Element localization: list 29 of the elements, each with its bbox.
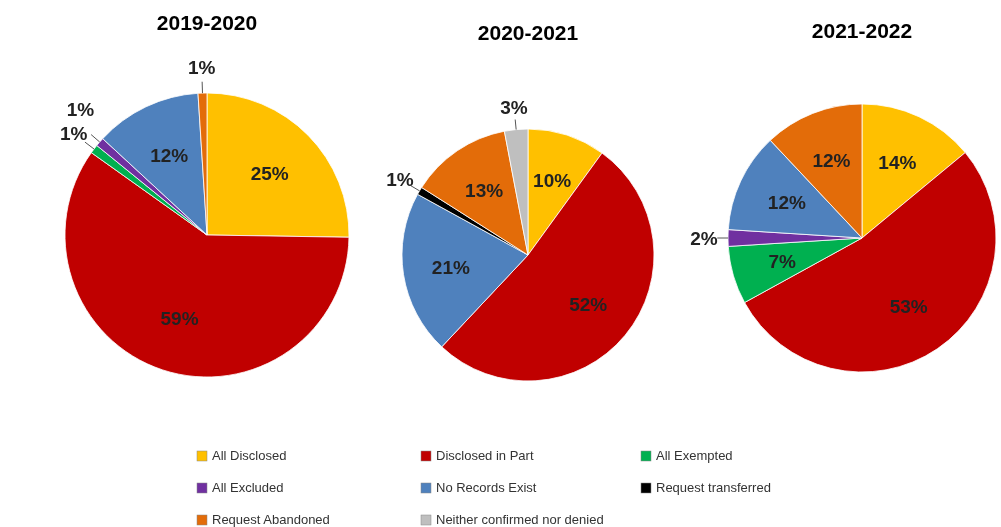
- data-label: 52%: [569, 294, 608, 316]
- data-label: 25%: [250, 162, 289, 184]
- legend-label: All Disclosed: [212, 448, 287, 463]
- data-label: 1%: [59, 123, 88, 145]
- chart-title: 2021-2022: [811, 19, 913, 42]
- data-label: 12%: [150, 145, 189, 167]
- legend-label: Request Abandoned: [212, 512, 330, 527]
- data-label: 7%: [768, 250, 797, 272]
- data-label: 53%: [889, 296, 928, 318]
- data-label: 21%: [431, 256, 470, 278]
- data-label: 12%: [767, 192, 806, 214]
- legend-label: Disclosed in Part: [436, 448, 534, 463]
- data-label: 1%: [66, 99, 95, 121]
- legend-label: Request transferred: [656, 480, 771, 495]
- data-label: 10%: [533, 170, 572, 192]
- legend-label: All Exempted: [656, 448, 733, 463]
- data-label: 1%: [187, 57, 216, 79]
- data-label: 3%: [500, 96, 528, 118]
- data-label: 14%: [878, 152, 917, 174]
- chart-title: 2019-2020: [156, 11, 258, 34]
- legend-label: Neither confirmed nor denied: [436, 512, 604, 527]
- data-label: 59%: [160, 308, 199, 330]
- data-label: 2%: [690, 227, 718, 249]
- legend-label: No Records Exist: [436, 480, 537, 495]
- data-label: 1%: [386, 168, 414, 190]
- data-label: 13%: [465, 180, 504, 202]
- data-label: 12%: [812, 150, 851, 172]
- legend-label: All Excluded: [212, 480, 284, 495]
- chart-title: 2020-2021: [477, 21, 579, 44]
